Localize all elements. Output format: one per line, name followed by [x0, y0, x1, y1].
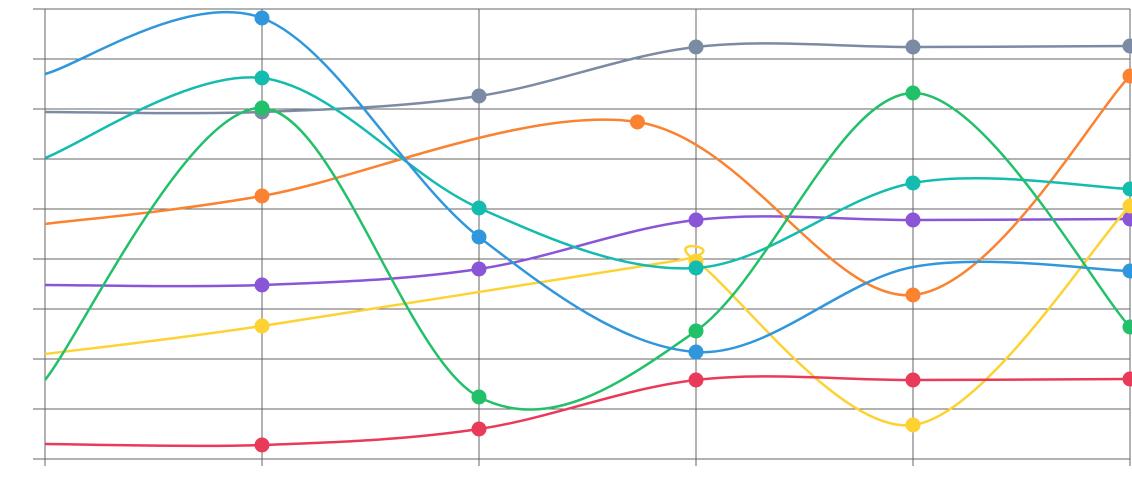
data-point-blue: [688, 344, 704, 360]
data-point-blue: [1122, 263, 1132, 279]
data-point-teal: [905, 175, 921, 191]
data-point-blue: [254, 10, 270, 26]
data-point-red: [688, 372, 704, 388]
series-line-orange: [44, 75, 1131, 297]
data-point-teal: [471, 200, 487, 216]
data-point-yellow: [254, 318, 270, 334]
data-point-yellow: [905, 417, 921, 433]
data-point-orange: [254, 188, 270, 204]
data-point-gray: [905, 39, 921, 55]
data-point-purple: [905, 212, 921, 228]
data-point-teal: [254, 70, 270, 86]
data-point-green: [905, 85, 921, 101]
data-point-red: [1122, 371, 1132, 387]
data-point-purple: [1122, 211, 1132, 227]
data-point-orange: [1122, 68, 1132, 84]
series-line-teal: [44, 76, 1131, 270]
data-point-purple: [688, 212, 704, 228]
series-line-purple: [44, 215, 1131, 288]
data-point-green: [254, 100, 270, 116]
data-point-purple: [254, 277, 270, 293]
series-line-red: [44, 375, 1131, 448]
series-lines: [44, 10, 1131, 448]
series-markers: [254, 10, 1132, 453]
data-point-orange: [905, 287, 921, 303]
data-point-green: [1122, 319, 1132, 335]
data-point-gray: [1122, 38, 1132, 54]
data-point-red: [254, 437, 270, 453]
data-point-blue: [471, 229, 487, 245]
data-point-gray: [688, 39, 704, 55]
data-point-green: [688, 323, 704, 339]
data-point-teal: [688, 260, 704, 276]
data-point-red: [471, 421, 487, 437]
series-line-yellow: [44, 205, 1131, 427]
series-line-gray: [44, 42, 1131, 115]
data-point-yellow: [1122, 198, 1132, 214]
series-line-blue: [44, 10, 1131, 354]
data-point-teal: [1122, 181, 1132, 197]
data-point-red: [905, 372, 921, 388]
data-point-green: [471, 389, 487, 405]
data-point-orange: [629, 114, 645, 130]
series-line-green: [44, 91, 1131, 411]
data-point-gray: [471, 88, 487, 104]
data-point-purple: [471, 261, 487, 277]
